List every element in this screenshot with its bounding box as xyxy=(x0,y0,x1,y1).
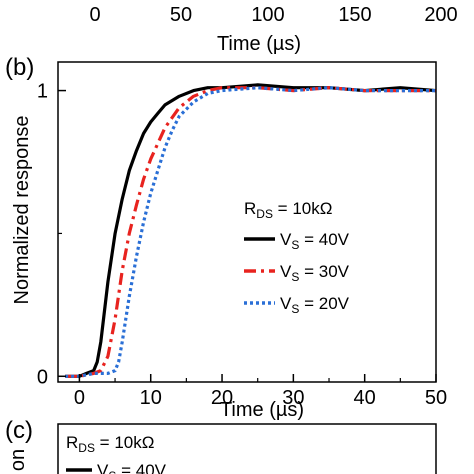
series-line-0 xyxy=(65,83,437,378)
panel-label-c: (c) xyxy=(5,417,33,444)
x-tick-label: 10 xyxy=(140,387,162,409)
top-xtick-label: 100 xyxy=(251,4,284,26)
panel-label-b: (b) xyxy=(5,54,34,81)
x-tick-label: 30 xyxy=(282,387,304,409)
top-xtick-label: 150 xyxy=(338,4,371,26)
y-tick-label: 0 xyxy=(37,366,48,388)
top-x-axis-title: Time (µs) xyxy=(217,33,301,55)
bottom-panel-frame xyxy=(57,423,437,474)
x-tick-label: 20 xyxy=(211,387,233,409)
plot-area: 0 10 20 30 40 50 0 1 xyxy=(37,61,447,409)
legend-label-30v: VS = 30V xyxy=(280,262,350,284)
x-tick-label: 40 xyxy=(354,387,376,409)
series-line-2 xyxy=(65,86,436,378)
plot-frame xyxy=(57,61,437,383)
top-xtick-label: 200 xyxy=(424,4,457,26)
y-tick-label: 1 xyxy=(37,81,48,103)
legend-label-40v: VS = 40V xyxy=(280,230,350,252)
bottom-legend-label-40v: VS = 40V xyxy=(97,461,167,474)
legend-label-20v: VS = 20V xyxy=(280,294,350,316)
series-line-1 xyxy=(65,86,436,378)
legend: RDS = 10kΩ VS = 40V VS = 30V VS = 20V xyxy=(244,199,350,316)
top-panel-fragment: 0 50 100 150 200 Time (µs) xyxy=(89,4,457,55)
bottom-panel-fragment: (c) RDS = 10kΩ VS = 40V on xyxy=(5,417,437,474)
x-tick-label: 0 xyxy=(74,387,85,409)
legend-header: RDS = 10kΩ xyxy=(244,199,332,221)
y-axis-title: Normalized response xyxy=(11,116,33,305)
x-tick-label: 50 xyxy=(425,387,447,409)
top-xtick-label: 0 xyxy=(89,4,100,26)
top-xtick-label: 50 xyxy=(170,4,192,26)
bottom-legend-header: RDS = 10kΩ xyxy=(66,433,154,455)
bottom-y-axis-title-fragment: on xyxy=(7,449,29,471)
x-axis-title: Time (µs) xyxy=(220,399,304,421)
